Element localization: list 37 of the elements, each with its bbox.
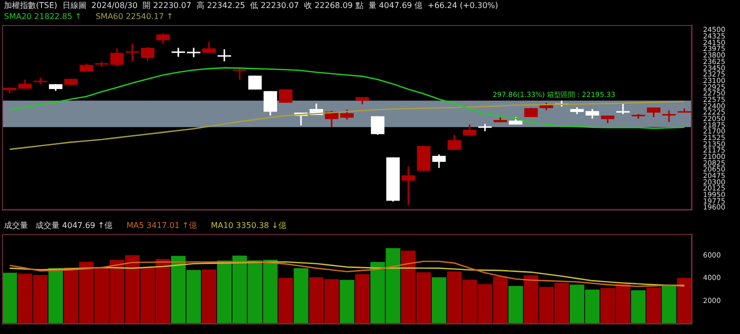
text: MA5 3417.01 ↑億 [126, 221, 197, 230]
candlestick [662, 110, 676, 123]
candlestick [126, 43, 140, 63]
candlestick [248, 74, 262, 90]
candlestick [264, 90, 278, 116]
candlestick [218, 48, 232, 62]
bar [2, 272, 17, 324]
bar [48, 268, 63, 324]
bar [340, 280, 354, 324]
bar [631, 290, 646, 324]
bar [294, 268, 308, 324]
candlestick [616, 102, 630, 115]
bar [355, 274, 370, 324]
bar [677, 278, 692, 324]
candlestick [110, 48, 124, 68]
candlestick [156, 32, 170, 44]
chart-title: 加權指數(TSE) 日線圖 2024/08/30 開 22230.07 高 22342.25 低 22230.07 收 22268.09 點 量 4047.69 億 +66.24 (+0.30%) [4, 1, 498, 10]
text: SMA60 22540.17 ↑ [96, 12, 174, 22]
candlestick [232, 68, 246, 80]
candlestick [646, 106, 660, 118]
candlestick [448, 134, 462, 151]
bar [508, 286, 523, 324]
candlestick [340, 108, 354, 120]
candlestick [140, 46, 154, 62]
bar [432, 277, 446, 324]
bar [278, 278, 293, 324]
candlestick [370, 115, 384, 136]
chart-title: 成交量 成交量 4047.69 ↑億 [4, 221, 112, 230]
bar [646, 287, 661, 324]
candlestick [432, 154, 446, 169]
bar [662, 284, 676, 324]
candlestick [202, 41, 216, 54]
text: SMA20 21822.85 ↑ [4, 12, 82, 22]
bar [202, 269, 216, 324]
candlestick [586, 108, 600, 120]
text: MA10 3350.38 ↓億 [210, 221, 286, 230]
candlestick [402, 166, 416, 206]
